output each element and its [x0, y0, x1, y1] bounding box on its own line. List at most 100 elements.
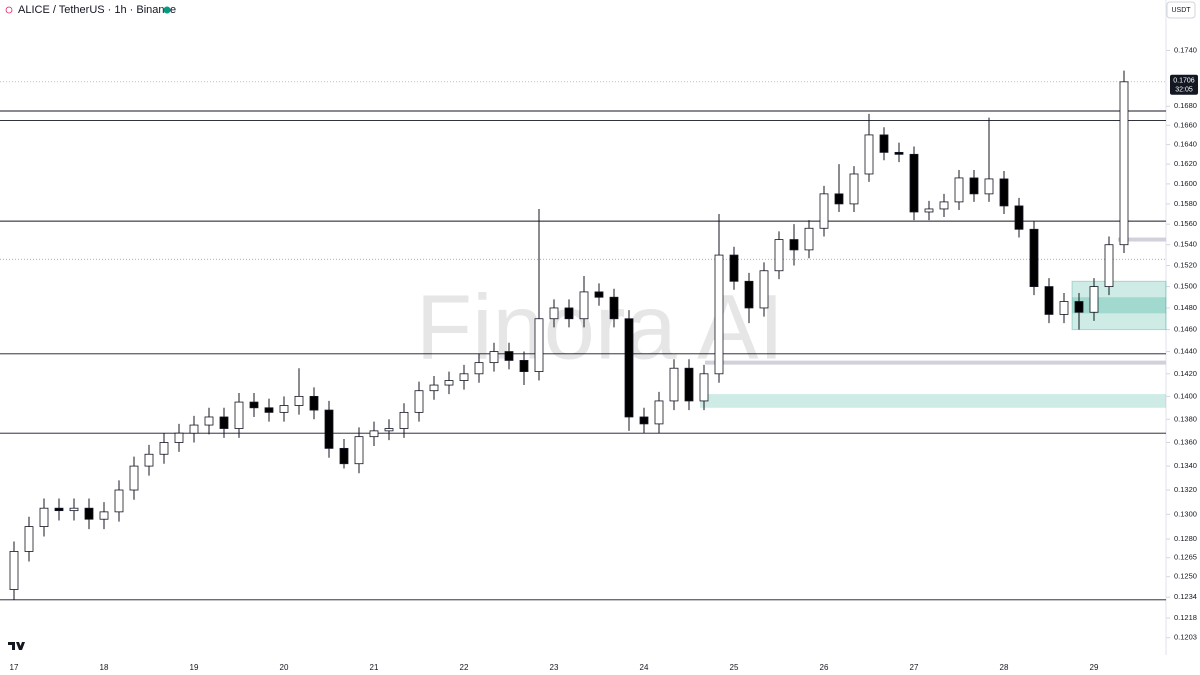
y-tick-label: 0.1580	[1174, 199, 1197, 208]
candle-body	[1089, 286, 1099, 313]
candle-body	[9, 551, 19, 590]
chart-title: ALICE / TetherUS · 1h · Binance	[18, 4, 176, 16]
candle-body	[684, 367, 694, 402]
candle-body	[174, 432, 184, 443]
y-tick-label: 0.1265	[1174, 553, 1197, 562]
candle-body	[459, 373, 469, 381]
x-tick-label: 28	[1000, 663, 1009, 672]
candle-body	[519, 360, 529, 372]
candle-body	[699, 373, 709, 402]
candle-body	[219, 416, 229, 429]
candle-body	[249, 401, 259, 409]
candle-body	[579, 291, 589, 320]
x-tick-label: 19	[190, 663, 199, 672]
symbol-icon	[5, 6, 13, 14]
y-tick-label: 0.1460	[1174, 325, 1197, 334]
y-tick-label: 0.1740	[1174, 45, 1197, 54]
candle-body	[129, 465, 139, 491]
price-tag-countdown: 32:05	[1175, 87, 1193, 94]
candle-body	[594, 291, 604, 298]
candle-body	[504, 351, 514, 361]
candle-body	[789, 239, 799, 251]
price-tag-value: 0.1706	[1173, 78, 1195, 85]
candle-body	[204, 416, 214, 426]
y-tick-label: 0.1320	[1174, 485, 1197, 494]
candle-body	[714, 254, 724, 375]
candle-body	[549, 307, 559, 320]
candle-body	[924, 208, 934, 213]
candle-body	[954, 177, 964, 203]
y-tick-label: 0.1360	[1174, 437, 1197, 446]
candle-body	[264, 407, 274, 413]
status-dot	[163, 6, 171, 14]
y-tick-label: 0.1660	[1174, 120, 1197, 129]
candle-body	[864, 134, 874, 175]
candle-body	[744, 280, 754, 309]
candle-body	[879, 134, 889, 153]
tv-logo[interactable]	[8, 642, 25, 650]
x-tick-label: 20	[280, 663, 289, 672]
y-tick-label: 0.1420	[1174, 369, 1197, 378]
candle-body	[639, 416, 649, 425]
gray-zone	[705, 360, 1166, 365]
candle-body	[339, 447, 349, 465]
y-tick-label: 0.1680	[1174, 101, 1197, 110]
candle-body	[804, 227, 814, 251]
candle-body	[849, 173, 859, 205]
y-tick-label: 0.1400	[1174, 391, 1197, 400]
candle-body	[114, 489, 124, 513]
candle-body	[1059, 301, 1069, 315]
candle-body	[894, 151, 904, 155]
y-tick-label: 0.1600	[1174, 179, 1197, 188]
candle-body	[1104, 244, 1114, 287]
candle-body	[369, 430, 379, 438]
candle-body	[279, 405, 289, 413]
candle-body	[774, 239, 784, 272]
y-tick-label: 0.1203	[1174, 633, 1197, 642]
candle-body	[1044, 286, 1054, 315]
candle-body	[294, 395, 304, 406]
x-tick-label: 24	[640, 663, 649, 672]
y-tick-label: 0.1218	[1174, 613, 1197, 622]
candle-body	[609, 296, 619, 320]
candle-body	[999, 178, 1009, 207]
x-tick-label: 26	[820, 663, 829, 672]
x-tick-label: 25	[730, 663, 739, 672]
candle-body	[54, 507, 64, 512]
y-tick-label: 0.1380	[1174, 414, 1197, 423]
candle-body	[1074, 301, 1084, 313]
x-tick-label: 22	[460, 663, 469, 672]
zone	[1072, 297, 1166, 314]
candle-body	[819, 193, 829, 229]
y-tick-label: 0.1540	[1174, 240, 1197, 249]
candle-body	[414, 390, 424, 413]
y-tick-label: 0.1500	[1174, 282, 1197, 291]
candle-body	[534, 318, 544, 372]
zone	[700, 394, 1166, 408]
x-tick-label: 23	[550, 663, 559, 672]
candle-body	[234, 401, 244, 429]
candle-body	[669, 367, 679, 402]
candle-body	[654, 400, 664, 425]
candle-body	[429, 384, 439, 392]
candle-body	[444, 380, 454, 386]
candle-body	[324, 409, 334, 449]
candle-body	[624, 318, 634, 418]
candle-body	[729, 254, 739, 282]
candle-body	[144, 453, 154, 467]
y-tick-label: 0.1340	[1174, 461, 1197, 470]
y-tick-label: 0.1520	[1174, 260, 1197, 269]
candle-body	[474, 362, 484, 375]
y-tick-label: 0.1300	[1174, 509, 1197, 518]
candle-body	[39, 507, 49, 527]
currency-box[interactable]	[1166, 1, 1196, 19]
candle-body	[24, 526, 34, 552]
currency: USDT	[1171, 7, 1191, 14]
candle-body	[84, 507, 94, 520]
candle-body	[189, 424, 199, 434]
x-tick-label: 29	[1090, 663, 1099, 672]
y-tick-label: 0.1480	[1174, 303, 1197, 312]
